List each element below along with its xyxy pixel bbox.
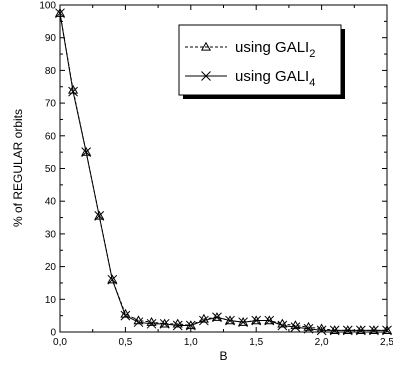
x-point — [146, 318, 157, 329]
x-tick-label: 2,5 — [380, 337, 393, 348]
y-tick-label: 20 — [45, 262, 57, 273]
legend-triangle-marker — [200, 41, 212, 51]
x-point — [342, 325, 353, 336]
x-point — [120, 310, 131, 321]
triangle-point — [251, 315, 262, 325]
triangle-point — [94, 210, 105, 220]
triangle-point — [264, 315, 275, 325]
y-tick-label: 60 — [45, 131, 57, 142]
triangle-point — [159, 318, 170, 328]
x-point — [159, 318, 170, 329]
y-tick-label: 50 — [45, 164, 57, 175]
x-point — [172, 320, 183, 331]
y-tick-label: 30 — [45, 229, 57, 240]
x-axis-label: B — [219, 349, 227, 363]
x-point — [290, 322, 301, 332]
x-tick-label: 0,0 — [53, 337, 67, 348]
legend: using GALI2 using GALI4 — [178, 24, 345, 99]
x-point — [55, 8, 65, 19]
triangle-point — [342, 325, 353, 335]
y-tick-label: 40 — [45, 197, 57, 208]
triangle-point — [355, 325, 366, 335]
x-point — [185, 320, 196, 331]
x-axis-ticks: 0,0 0,5 1,0 1,5 2,0 2,5 — [53, 5, 393, 348]
x-point — [238, 317, 248, 328]
y-tick-label: 0 — [50, 328, 56, 339]
x-point — [68, 86, 78, 97]
x-point — [94, 211, 105, 221]
legend-subscript: 4 — [309, 77, 315, 89]
x-point — [329, 325, 340, 336]
x-point — [355, 325, 366, 336]
triangle-point — [381, 325, 393, 335]
series-line — [59, 13, 387, 331]
x-point — [316, 325, 327, 336]
x-tick-label: 0,5 — [118, 337, 132, 348]
legend-box — [178, 24, 342, 96]
x-tick-label: 1,0 — [184, 337, 198, 348]
triangle-point — [54, 7, 66, 17]
x-tick-label: 1,5 — [249, 337, 263, 348]
series-layer — [54, 7, 393, 336]
x-point — [225, 315, 235, 326]
legend-subscript: 2 — [309, 48, 315, 60]
y-tick-label: 70 — [45, 99, 57, 110]
y-tick-label: 90 — [45, 33, 57, 44]
x-point — [133, 317, 144, 328]
y-axis-label: % of REGULAR orbits — [11, 109, 25, 227]
legend-label: using GALI4 — [235, 68, 315, 89]
legend-item: using GALI4 — [185, 68, 315, 89]
x-point — [199, 315, 209, 326]
triangle-point — [81, 146, 92, 156]
legend-label: using GALI2 — [235, 39, 315, 60]
legend-item: using GALI2 — [185, 39, 315, 60]
y-tick-label: 100 — [39, 1, 56, 12]
x-point — [369, 325, 379, 336]
triangle-point — [329, 325, 340, 335]
x-point — [251, 315, 262, 326]
x-point — [107, 274, 118, 285]
x-point — [212, 312, 222, 323]
x-tick-label: 2,0 — [315, 337, 329, 348]
triangle-point — [107, 274, 118, 284]
legend-x-marker — [201, 71, 211, 81]
y-axis-ticks: 0 10 20 30 40 50 60 70 80 90 100 — [39, 1, 387, 339]
x-point — [303, 323, 314, 334]
y-tick-label: 80 — [45, 66, 57, 77]
x-point — [382, 325, 392, 336]
triangle-point — [211, 312, 223, 321]
x-point — [277, 320, 288, 331]
x-point — [81, 147, 92, 158]
series-2 — [55, 8, 392, 336]
x-point — [264, 315, 275, 326]
y-tick-label: 10 — [45, 295, 57, 306]
triangle-point — [368, 325, 379, 335]
